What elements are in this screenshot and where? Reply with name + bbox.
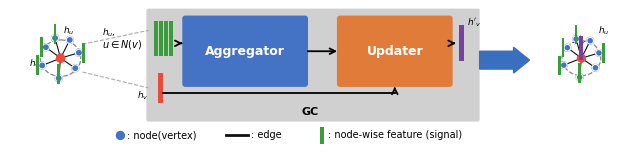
Circle shape xyxy=(72,65,79,72)
Bar xyxy=(165,28,168,35)
Bar xyxy=(54,24,56,30)
Circle shape xyxy=(75,49,83,56)
Bar xyxy=(558,62,561,68)
Bar xyxy=(155,49,158,56)
Bar xyxy=(158,73,163,88)
Circle shape xyxy=(66,36,73,43)
Bar xyxy=(160,42,163,49)
Bar xyxy=(562,38,564,45)
Text: $h'_v$: $h'_v$ xyxy=(466,16,481,29)
Bar xyxy=(160,35,163,42)
Bar xyxy=(578,70,581,76)
Bar xyxy=(58,64,60,70)
Bar xyxy=(575,25,577,31)
Circle shape xyxy=(51,35,59,42)
Bar xyxy=(320,126,324,135)
FancyBboxPatch shape xyxy=(337,16,453,87)
Bar xyxy=(36,62,39,69)
Bar xyxy=(169,42,173,49)
Bar xyxy=(165,49,168,56)
Circle shape xyxy=(577,74,583,81)
Bar xyxy=(602,56,605,62)
Bar xyxy=(562,51,564,57)
Bar xyxy=(558,55,561,62)
Bar xyxy=(160,21,163,28)
Text: : edge: : edge xyxy=(251,130,282,140)
Bar xyxy=(558,68,561,75)
FancyBboxPatch shape xyxy=(146,9,480,122)
Bar xyxy=(602,43,605,50)
Text: $u \in N(v)$: $u \in N(v)$ xyxy=(103,38,143,51)
Circle shape xyxy=(573,36,580,42)
Circle shape xyxy=(39,62,46,69)
Bar xyxy=(459,43,464,61)
Circle shape xyxy=(587,37,593,44)
Bar xyxy=(155,28,158,35)
Bar xyxy=(158,88,163,103)
Circle shape xyxy=(564,44,571,51)
Bar xyxy=(578,63,581,70)
Text: : node-wise feature (signal): : node-wise feature (signal) xyxy=(328,130,462,140)
Circle shape xyxy=(560,62,567,68)
Bar xyxy=(165,35,168,42)
Text: $h_v$: $h_v$ xyxy=(137,90,148,102)
Text: GC: GC xyxy=(301,107,319,117)
Bar xyxy=(82,49,85,56)
Bar xyxy=(40,44,43,51)
Bar xyxy=(82,43,85,49)
Bar xyxy=(155,42,158,49)
Bar xyxy=(58,70,60,77)
Circle shape xyxy=(43,44,49,51)
Circle shape xyxy=(116,131,125,139)
FancyArrow shape xyxy=(480,47,530,73)
Bar xyxy=(459,26,464,43)
Text: $h_v$: $h_v$ xyxy=(29,58,41,70)
Bar xyxy=(165,21,168,28)
Bar xyxy=(562,45,564,51)
Circle shape xyxy=(56,54,64,62)
Text: $h_u$: $h_u$ xyxy=(63,24,74,37)
Bar xyxy=(320,135,324,144)
Bar xyxy=(36,55,39,62)
Bar xyxy=(169,28,173,35)
Bar xyxy=(165,42,168,49)
Circle shape xyxy=(55,75,62,82)
Bar xyxy=(58,77,60,84)
Bar xyxy=(54,37,56,44)
Bar xyxy=(40,37,43,44)
Text: $h_u$: $h_u$ xyxy=(598,24,609,37)
Bar xyxy=(169,49,173,56)
Text: Updater: Updater xyxy=(366,45,423,58)
Bar xyxy=(160,49,163,56)
Text: Aggregator: Aggregator xyxy=(205,45,285,58)
Bar xyxy=(160,28,163,35)
Text: : node(vertex): : node(vertex) xyxy=(128,130,197,140)
Text: $h'_v$: $h'_v$ xyxy=(572,34,587,47)
Bar xyxy=(54,30,56,37)
Bar xyxy=(36,69,39,76)
Bar xyxy=(82,56,85,63)
Bar xyxy=(155,21,158,28)
Bar xyxy=(40,51,43,57)
Bar xyxy=(580,48,583,60)
Bar xyxy=(155,35,158,42)
Bar xyxy=(169,35,173,42)
Bar xyxy=(575,38,577,44)
Bar xyxy=(580,36,583,48)
Circle shape xyxy=(592,64,599,71)
Circle shape xyxy=(577,54,585,62)
FancyBboxPatch shape xyxy=(182,16,308,87)
Circle shape xyxy=(595,50,602,56)
Bar xyxy=(578,76,581,83)
Bar xyxy=(602,50,605,56)
Bar xyxy=(169,21,173,28)
Text: $h_u,$: $h_u,$ xyxy=(103,26,116,39)
Bar xyxy=(575,31,577,38)
